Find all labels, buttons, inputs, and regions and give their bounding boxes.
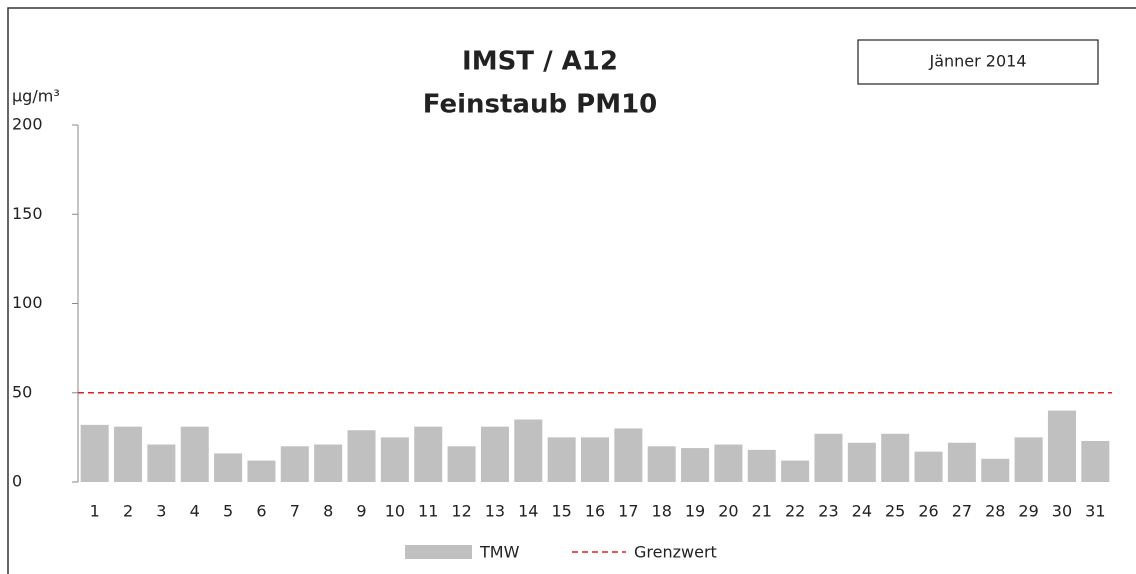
bar [814,433,843,482]
x-tick-label: 7 [290,502,300,521]
x-tick-label: 15 [551,502,571,521]
bar [747,449,776,482]
bar [614,428,643,482]
y-tick-label: 50 [12,382,32,401]
x-tick-label: 25 [885,502,905,521]
bar [947,442,976,482]
bar [114,426,143,482]
legend-label: Grenzwert [634,543,717,562]
period-box [857,39,1099,85]
y-tick-label: 100 [12,293,43,312]
bar [414,426,443,482]
bar [881,433,910,482]
x-tick-label: 6 [256,502,266,521]
x-tick-label: 29 [1018,502,1038,521]
bar [981,458,1010,482]
x-tick-label: 1 [90,502,100,521]
bar [447,446,476,482]
x-tick-label: 21 [752,502,772,521]
y-tick-label: 150 [12,204,43,223]
chart-title: IMST / A12 [462,47,618,77]
x-tick-label: 26 [918,502,938,521]
bar [914,451,943,482]
bar [1081,440,1110,482]
x-tick-label: 9 [356,502,366,521]
bar [647,446,676,482]
bar [214,453,243,482]
bar [714,444,743,482]
bar [247,460,276,482]
x-tick-label: 5 [223,502,233,521]
x-tick-label: 20 [718,502,738,521]
y-tick-label: 200 [12,115,43,134]
x-tick-label: 18 [652,502,672,521]
x-tick-label: 3 [156,502,166,521]
bar [580,437,610,482]
bar [847,442,876,482]
x-tick-label: 11 [418,502,438,521]
x-tick-label: 27 [952,502,972,521]
legend-swatch [405,545,472,559]
x-tick-label: 12 [451,502,471,521]
bar [1047,410,1076,482]
chart-subtitle: Feinstaub PM10 [423,90,658,120]
x-tick-label: 10 [385,502,405,521]
x-tick-label: 13 [485,502,505,521]
x-tick-label: 24 [852,502,872,521]
x-tick-label: 2 [123,502,133,521]
x-tick-label: 14 [518,502,538,521]
bar [347,430,376,482]
x-tick-label: 16 [585,502,605,521]
bar [1014,437,1043,482]
y-tick-label: 0 [12,472,22,491]
x-tick-label: 30 [1052,502,1072,521]
bar [180,426,209,482]
x-tick-label: 17 [618,502,638,521]
bar [681,448,710,482]
bar [380,437,409,482]
x-tick-label: 4 [190,502,200,521]
x-tick-label: 31 [1085,502,1105,521]
bar [280,446,309,482]
x-tick-label: 23 [818,502,838,521]
bar [314,444,343,482]
bar [80,424,109,482]
bar [781,460,810,482]
x-tick-label: 28 [985,502,1005,521]
bar [480,426,509,482]
x-tick-label: 8 [323,502,333,521]
bar [514,419,543,482]
legend-label: TMW [479,543,520,562]
x-tick-label: 19 [685,502,705,521]
bar [547,437,576,482]
y-axis-label: µg/m³ [12,87,60,106]
period-label: Jänner 2014 [928,52,1026,71]
bar [147,444,176,482]
x-tick-label: 22 [785,502,805,521]
